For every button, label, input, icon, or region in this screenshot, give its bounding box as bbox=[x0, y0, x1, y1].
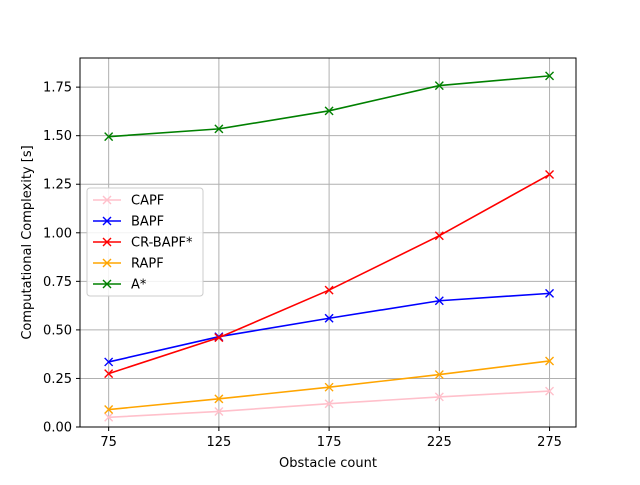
series-rapf bbox=[104, 356, 555, 415]
x-tick-label: 125 bbox=[206, 435, 231, 450]
data-point bbox=[545, 288, 555, 298]
data-point bbox=[324, 399, 334, 409]
legend-item: CR-BAPF* bbox=[93, 236, 193, 251]
legend-item: CAPF bbox=[93, 194, 164, 209]
data-point bbox=[545, 170, 555, 180]
series-capf bbox=[104, 386, 555, 422]
data-point bbox=[214, 124, 224, 134]
plot-frame bbox=[79, 57, 577, 428]
legend-marker bbox=[102, 279, 112, 289]
data-point bbox=[545, 386, 555, 396]
legend-marker bbox=[102, 237, 112, 247]
x-tick-label: 75 bbox=[100, 435, 117, 450]
data-point bbox=[104, 357, 114, 367]
data-point bbox=[214, 333, 224, 343]
legend-label: RAPF bbox=[131, 257, 164, 272]
data-point bbox=[324, 106, 334, 116]
y-tick-label: 1.00 bbox=[43, 226, 72, 241]
series-group bbox=[104, 71, 555, 422]
data-point bbox=[434, 392, 444, 402]
data-point bbox=[104, 369, 114, 379]
legend-item: A* bbox=[93, 278, 147, 293]
data-point bbox=[324, 382, 334, 392]
y-tick-label: 1.75 bbox=[43, 81, 72, 96]
ticks: 75 125 175 225 275 0.00 0.25 0.50 0.75 1.00 1.25 1.… bbox=[43, 81, 562, 450]
data-point bbox=[104, 132, 114, 142]
legend-box bbox=[86, 187, 204, 297]
y-tick-label: 0.25 bbox=[43, 372, 72, 387]
legend-marker bbox=[102, 216, 112, 226]
y-tick-label: 0.50 bbox=[43, 323, 72, 338]
legend-label: A* bbox=[131, 278, 147, 293]
x-tick-label: 175 bbox=[317, 435, 342, 450]
data-point bbox=[434, 81, 444, 91]
x-tick-label: 225 bbox=[427, 435, 452, 450]
x-tick-label: 275 bbox=[537, 435, 562, 450]
data-point bbox=[324, 285, 334, 295]
series-cr-bapf bbox=[104, 170, 555, 379]
y-tick-label: 0.00 bbox=[43, 421, 72, 436]
data-point bbox=[214, 406, 224, 416]
data-point bbox=[434, 370, 444, 380]
y-tick-label: 0.75 bbox=[43, 275, 72, 290]
data-point bbox=[434, 296, 444, 306]
data-point bbox=[104, 405, 114, 415]
y-tick-label: 1.50 bbox=[43, 129, 72, 144]
legend-label: CAPF bbox=[131, 194, 164, 209]
legend-item: RAPF bbox=[93, 257, 164, 272]
legend-marker bbox=[102, 195, 112, 205]
x-axis-label: Obstacle count bbox=[279, 456, 377, 471]
legend-label: CR-BAPF* bbox=[131, 236, 193, 251]
data-point bbox=[545, 356, 555, 366]
y-axis-label: Computational Complexity [s] bbox=[20, 145, 35, 339]
series-a bbox=[104, 71, 555, 142]
legend-item: BAPF bbox=[93, 215, 164, 230]
data-point bbox=[324, 313, 334, 323]
data-point bbox=[104, 412, 114, 422]
legend: CAPF BAPF CR-BAPF* RAPF A* bbox=[86, 187, 204, 297]
y-tick-label: 1.25 bbox=[43, 178, 72, 193]
data-point bbox=[214, 394, 224, 404]
data-point bbox=[545, 71, 555, 81]
legend-marker bbox=[102, 258, 112, 268]
legend-label: BAPF bbox=[131, 215, 164, 230]
data-point bbox=[434, 231, 444, 241]
